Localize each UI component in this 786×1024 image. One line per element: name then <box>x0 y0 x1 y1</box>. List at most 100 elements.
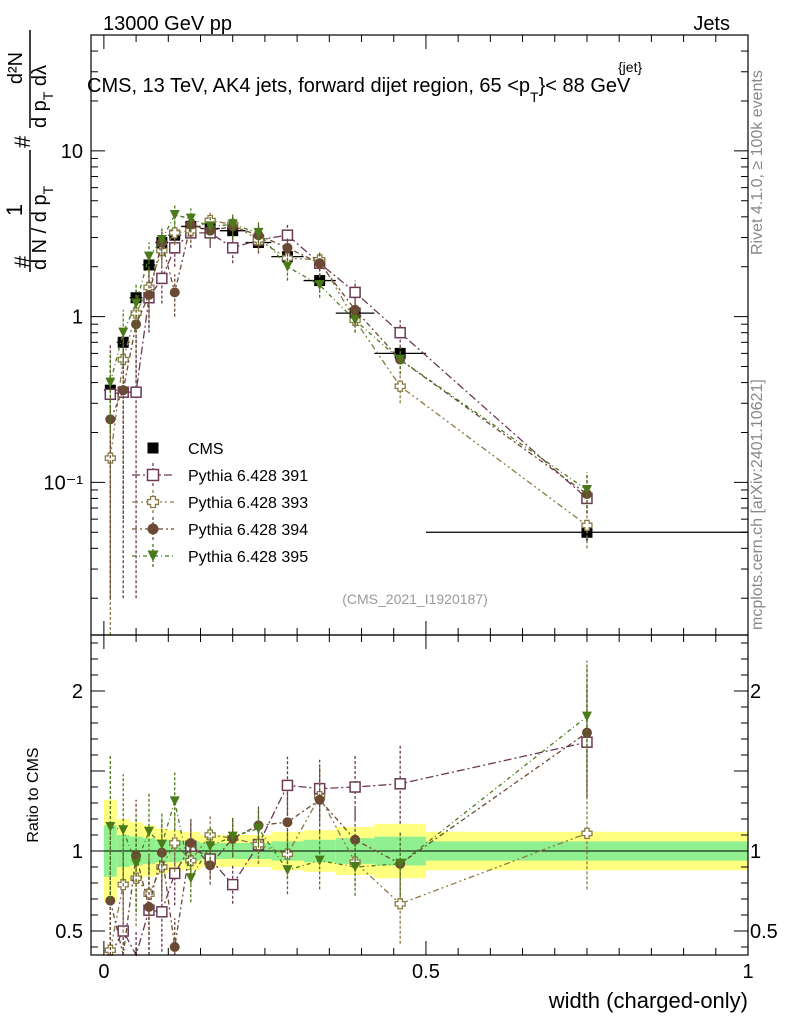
legend-marker <box>147 523 159 535</box>
ratio-point <box>169 796 180 807</box>
main-y-tick-label: 1 <box>72 307 83 329</box>
data-point <box>156 234 167 245</box>
ratio-point <box>131 858 142 869</box>
data-point <box>581 484 592 495</box>
series-line-p393 <box>109 219 588 526</box>
legend-entry-p391: Pythia 6.428 391 <box>132 463 308 487</box>
data-point <box>350 315 361 326</box>
series-line-p394 <box>109 223 588 495</box>
header-category: Jets <box>693 13 730 35</box>
data-point <box>314 280 325 291</box>
ratio-point <box>253 823 264 834</box>
series-line-p395 <box>109 214 588 491</box>
legend: CMS Pythia 6.428 391 Pythia 6.428 393 Pythi… <box>132 441 308 568</box>
ratio-point <box>226 878 239 891</box>
legend-label: Pythia 6.428 393 <box>188 495 308 512</box>
data-point <box>581 519 593 532</box>
data-point <box>143 290 154 301</box>
legend-label: Pythia 6.428 395 <box>188 549 308 566</box>
ratio-point <box>281 779 294 792</box>
main-frame <box>90 34 749 636</box>
legend-label: Pythia 6.428 391 <box>188 468 308 485</box>
legend-marker <box>146 468 160 482</box>
ratio-point <box>156 906 168 918</box>
ratio-point <box>156 839 167 850</box>
legend-marker <box>146 495 160 509</box>
data-point <box>118 327 129 338</box>
data-point <box>205 221 216 232</box>
main-y-axis-label: # 1 d N / d pT # d²N d pT dλ <box>2 30 56 272</box>
data-point <box>130 386 142 398</box>
ratio-y-tick-label: 0.5 <box>55 921 83 943</box>
ratio-point <box>282 817 293 828</box>
series-p391 <box>104 220 593 599</box>
ratio-series-layer <box>104 660 593 957</box>
ratio-point <box>169 837 181 849</box>
ratio-frame <box>90 634 749 956</box>
data-point <box>314 258 325 269</box>
series-p393 <box>104 211 593 635</box>
data-point <box>185 213 196 224</box>
ratio-point <box>282 865 293 876</box>
data-point <box>394 326 406 339</box>
ylabel-hash-1: # <box>10 255 35 268</box>
ratio-point <box>105 822 116 832</box>
ratio-point <box>130 872 142 884</box>
ratio-point <box>143 902 154 912</box>
ratio-point <box>168 867 181 880</box>
data-point <box>118 385 129 396</box>
legend-entry-p393: Pythia 6.428 393 <box>132 490 308 514</box>
data-point <box>394 380 406 392</box>
plot-title: CMS, 13 TeV, AK4 jets, forward dijet reg… <box>87 75 631 105</box>
ratio-series-p391 <box>109 686 593 957</box>
ratio-point <box>314 794 325 805</box>
analysis-watermark: (CMS_2021_I1920187) <box>342 591 488 607</box>
plot-title-main: CMS, 13 TeV, AK4 jets, forward dijet reg… <box>87 75 530 97</box>
ylabel-frac2-den: d pT dλ <box>29 65 56 128</box>
data-point <box>130 292 142 304</box>
data-point <box>282 261 293 272</box>
plot-title-superscript: {jet} <box>618 59 642 75</box>
ratio-point <box>185 873 196 884</box>
main-series-layer <box>103 203 748 635</box>
ratio-point <box>169 942 180 952</box>
ratio-point <box>350 862 361 872</box>
data-point <box>105 377 116 388</box>
data-point <box>227 219 238 230</box>
plot-title-sub: T <box>530 89 539 105</box>
ratio-y-tick-label-right: 2 <box>750 681 761 703</box>
x-tick-label: 0.5 <box>412 961 440 983</box>
ratio-point <box>118 825 129 836</box>
ratio-point <box>156 847 167 858</box>
ratio-point <box>105 895 116 906</box>
ratio-y-axis-label: Ratio to CMS <box>25 747 42 842</box>
data-point <box>104 388 117 401</box>
ylabel-hash-2: # <box>10 135 35 148</box>
header-energy: 13000 GeV pp <box>103 13 232 35</box>
data-point <box>226 242 239 254</box>
ylabel-frac1-den: d N / d pT <box>29 185 56 270</box>
ratio-series-p394 <box>105 668 592 956</box>
ratio-point <box>185 838 196 848</box>
legend-marker <box>147 550 159 562</box>
data-point <box>131 319 142 330</box>
x-tick-label: 0 <box>98 961 109 983</box>
data-point <box>169 210 180 221</box>
legend-entry-p394: Pythia 6.428 394 <box>132 517 308 541</box>
ratio-y-tick-label-right: 0.5 <box>750 921 778 943</box>
plot-title-end: }< 88 GeV <box>539 75 631 97</box>
side-text-mcplots: mcplots.cern.ch [arXiv:2401.10621] <box>749 379 766 630</box>
data-point <box>105 414 116 425</box>
data-point <box>156 272 168 285</box>
ratio-y-tick-label: 1 <box>72 841 83 863</box>
ratio-point <box>394 898 406 910</box>
x-axis-label: width (charged-only) <box>548 988 748 1013</box>
main-y-tick-label: 10⁻¹ <box>44 472 84 494</box>
ratio-point <box>581 827 593 840</box>
data-point <box>143 259 155 271</box>
legend-label: CMS <box>188 441 224 458</box>
ratio-point <box>143 826 154 837</box>
legend-marker <box>147 442 159 454</box>
legend-entry-cms: CMS <box>147 441 224 458</box>
